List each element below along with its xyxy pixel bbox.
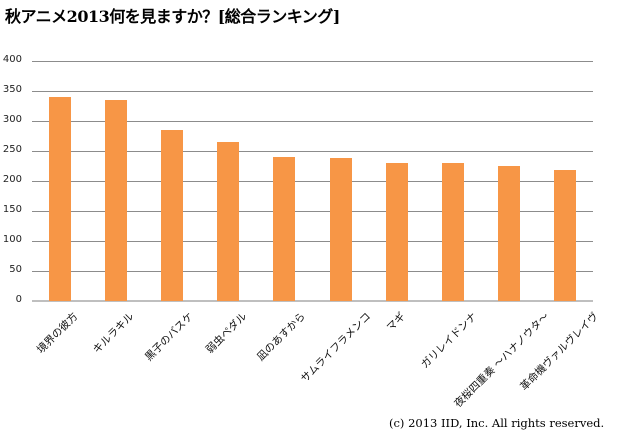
- y-tick-label: 400: [2, 54, 22, 65]
- gridline: [32, 91, 593, 92]
- x-tick-label: サムライフラメンコ: [298, 310, 374, 385]
- bar: [497, 166, 520, 301]
- y-tick-label: 300: [2, 114, 22, 125]
- bar: [49, 97, 72, 301]
- gridline: [32, 181, 593, 182]
- x-tick-label: マギ: [384, 310, 409, 334]
- bar: [553, 170, 576, 301]
- x-tick-label: ガリレイドンナ: [419, 310, 480, 371]
- y-tick-label: 150: [2, 204, 22, 215]
- x-tick-label: 黒子のバスケ: [142, 310, 196, 364]
- plot-area: [32, 61, 593, 302]
- gridline: [32, 241, 593, 242]
- gridline: [32, 211, 593, 212]
- gridline: [32, 300, 593, 302]
- bar: [161, 130, 184, 301]
- y-tick-label: 100: [2, 234, 22, 245]
- bar: [441, 163, 464, 301]
- copyright-notice: (c) 2013 IID, Inc. All rights reserved.: [389, 416, 605, 430]
- x-tick-label: 弱虫ペダル: [203, 310, 250, 357]
- y-tick-label: 50: [9, 264, 22, 275]
- bar: [273, 157, 296, 301]
- bar: [329, 158, 352, 301]
- chart-title: 秋アニメ2013何を見ますか？[総合ランキング]: [5, 7, 340, 26]
- y-tick-label: 350: [2, 84, 22, 95]
- gridline: [32, 271, 593, 272]
- x-tick-label: キルラキル: [91, 310, 137, 357]
- x-tick-label: 境界の彼方: [35, 310, 81, 357]
- bar: [385, 163, 408, 301]
- x-tick-label: 凪のあすから: [255, 310, 309, 364]
- bar: [217, 142, 240, 301]
- gridline: [32, 61, 593, 62]
- gridline: [32, 151, 593, 152]
- bar: [105, 100, 128, 301]
- y-tick-label: 250: [2, 144, 22, 155]
- y-tick-label: 0: [15, 294, 22, 305]
- y-tick-label: 200: [2, 174, 22, 185]
- gridline: [32, 121, 593, 122]
